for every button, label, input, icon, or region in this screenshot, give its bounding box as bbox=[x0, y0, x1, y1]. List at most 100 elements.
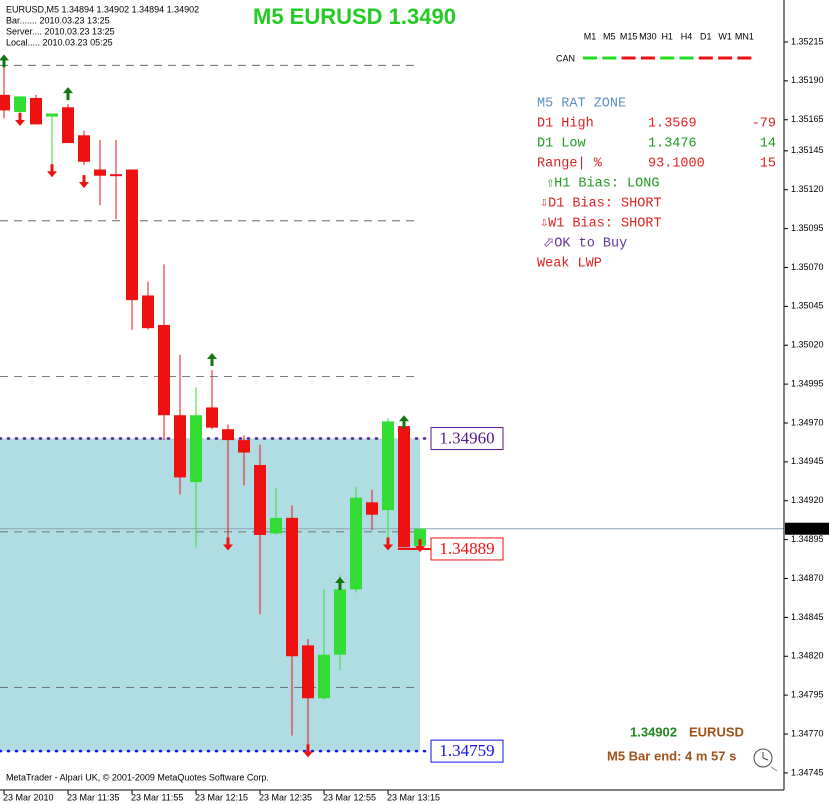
timeframe-label: H4 bbox=[681, 31, 693, 41]
signal-up bbox=[63, 87, 73, 101]
signal-line: ⬀OK to Buy bbox=[543, 237, 627, 252]
y-tick-label: 1.34870 bbox=[791, 573, 824, 583]
y-tick-label: 1.34895 bbox=[791, 534, 824, 544]
y-tick-label: 1.35215 bbox=[791, 36, 824, 46]
plot-area: 1.34960 1.34759 1.34889 bbox=[0, 54, 784, 763]
signal-down bbox=[383, 537, 393, 551]
candle-body bbox=[350, 497, 362, 590]
clock-icon bbox=[753, 748, 778, 772]
signal-up bbox=[335, 576, 345, 590]
timeframe-label: M30 bbox=[639, 31, 657, 41]
candle-body bbox=[286, 517, 298, 657]
header-line: Local..... 2010.03.23 05:25 bbox=[6, 37, 113, 47]
y-tick-label: 1.34970 bbox=[791, 417, 824, 427]
candle-body bbox=[158, 325, 170, 416]
signal-down bbox=[15, 112, 25, 126]
y-tick-label: 1.34920 bbox=[791, 495, 824, 505]
candle-body bbox=[206, 407, 218, 428]
note-line: Weak LWP bbox=[537, 257, 602, 272]
y-tick-label: 1.35145 bbox=[791, 145, 824, 155]
candle-body bbox=[14, 96, 26, 112]
x-tick-label: 23 Mar 11:35 bbox=[67, 792, 119, 802]
y-tick-label: 1.34845 bbox=[791, 612, 824, 622]
y-tick-label: 1.35165 bbox=[791, 114, 824, 124]
timeframe-label: M15 bbox=[620, 31, 638, 41]
signal-down bbox=[415, 539, 425, 553]
x-tick-label: 23 Mar 12:35 bbox=[259, 792, 312, 802]
panel-cell: D1 High bbox=[537, 117, 594, 132]
candle-body bbox=[222, 429, 234, 441]
timeframe-label: W1 bbox=[718, 31, 732, 41]
candle-body bbox=[414, 528, 426, 546]
current-price-label: 1.34902 bbox=[791, 523, 824, 533]
signal-up bbox=[207, 353, 217, 367]
candle-body bbox=[254, 464, 266, 535]
x-tick-label: 23 Mar 2010 bbox=[3, 792, 54, 802]
bar-info-price: 1.34902 bbox=[630, 724, 677, 739]
y-tick-label: 1.35120 bbox=[791, 184, 824, 194]
candle-body bbox=[46, 113, 58, 117]
timeframe-label: M1 bbox=[584, 31, 597, 41]
candle-body bbox=[302, 645, 314, 699]
signal-down bbox=[303, 744, 313, 758]
footer: MetaTrader - Alpari UK, © 2001-2009 Meta… bbox=[6, 772, 269, 782]
candle-body bbox=[334, 589, 346, 655]
x-tick-label: 23 Mar 11:55 bbox=[131, 792, 183, 802]
header-line: Server.... 2010.03.23 13:25 bbox=[6, 26, 115, 36]
candle-body bbox=[62, 107, 74, 144]
signal-down bbox=[47, 164, 57, 178]
y-tick-label: 1.34995 bbox=[791, 378, 824, 388]
signal-up bbox=[0, 54, 9, 68]
panel-cell: 1.3569 bbox=[648, 117, 697, 132]
timeframe-label: MN1 bbox=[735, 31, 754, 41]
panel-cell: -79 bbox=[752, 117, 776, 132]
bias-line: ⇧H1 Bias: LONG bbox=[546, 177, 659, 192]
panel-cell: Range| % bbox=[537, 157, 603, 172]
x-tick-label: 23 Mar 12:55 bbox=[323, 792, 376, 802]
y-tick-label: 1.34945 bbox=[791, 456, 824, 466]
x-tick-label: 23 Mar 13:15 bbox=[387, 792, 440, 802]
candle-body bbox=[142, 295, 154, 329]
zone-low-box bbox=[430, 739, 504, 763]
candle-body bbox=[30, 97, 42, 125]
header-line: Bar....... 2010.03.23 13:25 bbox=[6, 15, 110, 25]
y-tick-label: 1.35095 bbox=[791, 223, 824, 233]
signal-down bbox=[79, 175, 89, 189]
y-tick-label: 1.34820 bbox=[791, 651, 824, 661]
panel-cell: 15 bbox=[760, 157, 776, 172]
timeframe-label: H1 bbox=[661, 31, 673, 41]
signal-down bbox=[223, 537, 233, 551]
candle-body bbox=[190, 415, 202, 483]
y-tick-label: 1.35190 bbox=[791, 75, 824, 85]
bias-line: ⇩W1 Bias: SHORT bbox=[540, 217, 662, 232]
zone-high-label: 1.34960 bbox=[439, 428, 494, 447]
candle-body bbox=[398, 426, 410, 548]
y-tick-label: 1.34795 bbox=[791, 690, 824, 700]
stop-box bbox=[430, 537, 504, 561]
candle-body bbox=[318, 654, 330, 699]
panel-cell: 14 bbox=[760, 137, 776, 152]
panel-cell: D1 Low bbox=[537, 137, 586, 152]
stop-label: 1.34889 bbox=[439, 539, 494, 558]
timeframe-label: M5 bbox=[603, 31, 616, 41]
y-tick-label: 1.35045 bbox=[791, 301, 824, 311]
bar-info-symbol: EURUSD bbox=[689, 724, 744, 739]
panel-cell: 93.1000 bbox=[648, 157, 705, 172]
y-tick-label: 1.34745 bbox=[791, 767, 824, 777]
current-price-box bbox=[785, 522, 829, 535]
candle-body bbox=[0, 94, 10, 111]
timeframe-label: D1 bbox=[700, 31, 712, 41]
signal-up bbox=[399, 415, 409, 429]
timeframe-row-label: CAN bbox=[556, 53, 575, 63]
bias-line: ⇩D1 Bias: SHORT bbox=[540, 197, 662, 212]
y-tick-label: 1.35070 bbox=[791, 262, 824, 272]
rat-zone-panel: M5 RAT ZONE D1 High 1.3569 -79 D1 Low 1.… bbox=[537, 97, 776, 272]
candle-body bbox=[366, 502, 378, 515]
candle-body bbox=[238, 440, 250, 453]
y-tick-label: 1.34770 bbox=[791, 728, 824, 738]
chart-title: M5 EURUSD 1.3490 bbox=[253, 4, 456, 29]
panel-title: M5 RAT ZONE bbox=[537, 97, 626, 112]
bar-info-timer: M5 Bar end: 4 m 57 s bbox=[607, 748, 736, 763]
zone-high-box bbox=[430, 427, 504, 451]
